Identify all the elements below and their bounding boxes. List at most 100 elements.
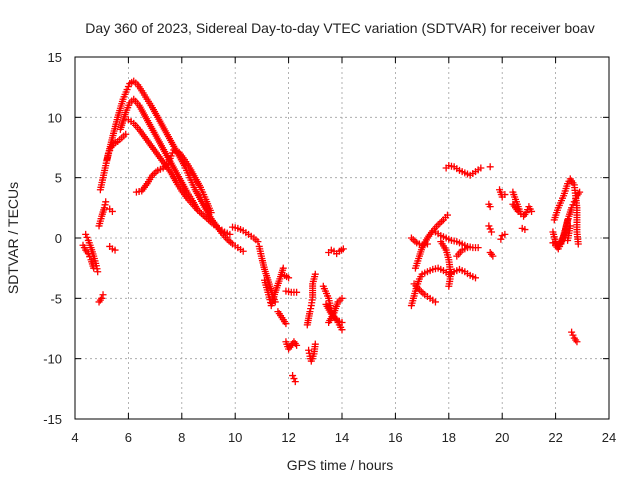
data-point <box>285 274 293 282</box>
data-point <box>489 252 497 260</box>
series-arc-20 <box>303 270 319 329</box>
series-arc-28 <box>410 280 439 306</box>
data-point <box>99 291 107 299</box>
data-point <box>486 163 494 171</box>
data-point <box>485 222 493 230</box>
x-tick-label: 16 <box>388 430 402 445</box>
data-point <box>83 233 91 241</box>
data-point <box>227 238 235 246</box>
data-point <box>486 203 494 211</box>
data-point <box>528 207 536 215</box>
data-point <box>168 149 176 157</box>
y-tick-label: -5 <box>50 291 62 306</box>
y-tick-label: 10 <box>48 110 62 125</box>
series-arc-34 <box>485 222 496 236</box>
data-point <box>108 207 116 215</box>
data-point <box>574 240 582 248</box>
series-arc-36 <box>486 248 497 260</box>
data-point <box>102 198 110 206</box>
series-arc-38 <box>496 186 509 201</box>
series-arc-45 <box>549 216 572 253</box>
data-point <box>477 164 485 172</box>
data-point <box>569 331 577 339</box>
x-axis-title: GPS time / hours <box>287 457 394 473</box>
series-arc-6 <box>106 242 119 254</box>
data-point <box>409 236 417 244</box>
data-point <box>521 226 529 234</box>
series-arc-3 <box>95 291 107 306</box>
data-point <box>522 209 530 217</box>
series-arc-5 <box>106 205 116 215</box>
series-arc-35 <box>485 200 494 211</box>
data-point <box>486 225 494 233</box>
data-point <box>472 274 479 282</box>
data-point <box>566 222 574 230</box>
series-arc-30 <box>431 228 482 252</box>
data-point <box>431 298 439 306</box>
series-arc-22 <box>325 245 347 258</box>
data-points <box>79 77 584 386</box>
y-tick-label: 0 <box>55 231 62 246</box>
x-tick-label: 18 <box>442 430 456 445</box>
x-tick-label: 10 <box>228 430 242 445</box>
series-arc-27 <box>407 264 479 310</box>
x-tick-label: 24 <box>602 430 616 445</box>
data-point <box>111 246 119 254</box>
series-arc-37 <box>486 163 494 171</box>
data-point <box>289 372 297 380</box>
series-arc-39 <box>497 230 509 243</box>
data-point <box>124 83 132 91</box>
series-arc-12 <box>229 223 262 246</box>
x-tick-label: 20 <box>495 430 509 445</box>
x-tick-label: 6 <box>125 430 132 445</box>
data-point <box>98 294 106 302</box>
series-arc-4 <box>95 198 110 230</box>
series-arc-47 <box>568 328 581 346</box>
data-point <box>82 230 90 238</box>
x-tick-label: 8 <box>178 430 185 445</box>
data-point <box>497 235 505 243</box>
data-point <box>339 245 347 253</box>
series-arc-41 <box>509 200 522 215</box>
data-point <box>100 204 108 212</box>
y-tick-label: 15 <box>48 50 62 65</box>
data-point <box>438 218 446 226</box>
data-point <box>488 228 496 236</box>
data-point <box>254 238 262 246</box>
series-arc-14 <box>261 264 287 310</box>
data-point <box>311 270 319 278</box>
data-point <box>167 152 175 160</box>
data-point <box>94 268 102 276</box>
data-point <box>338 294 346 302</box>
data-point <box>445 282 453 290</box>
x-tick-label: 14 <box>335 430 349 445</box>
data-point <box>436 219 444 227</box>
series-arc-42 <box>518 224 529 234</box>
data-point <box>84 250 92 258</box>
series-arc-19 <box>289 372 299 386</box>
axis-ticks <box>74 56 610 420</box>
data-point <box>305 346 313 354</box>
data-point <box>306 308 314 316</box>
series-arc-2 <box>79 241 98 272</box>
data-point <box>407 234 415 242</box>
x-tick-label: 12 <box>281 430 295 445</box>
data-point <box>573 338 581 346</box>
data-point <box>443 211 451 219</box>
y-tick-label: -10 <box>43 352 62 367</box>
data-point <box>226 230 234 238</box>
series-arc-17 <box>281 271 293 282</box>
data-point <box>279 264 287 272</box>
data-point <box>307 305 315 313</box>
series-arc-25 <box>325 294 346 326</box>
data-point <box>101 201 109 209</box>
series-arc-10 <box>124 116 234 238</box>
y-axis-title: SDTVAR / TECUs <box>5 182 21 294</box>
y-tick-labels: -15 -10 -5 0 5 10 15 <box>43 50 62 427</box>
x-tick-label: 4 <box>71 430 78 445</box>
data-point <box>419 289 427 297</box>
data-point <box>90 264 98 272</box>
series-arc-32 <box>442 162 485 179</box>
data-point <box>207 209 215 217</box>
series-arc-33 <box>453 244 471 260</box>
